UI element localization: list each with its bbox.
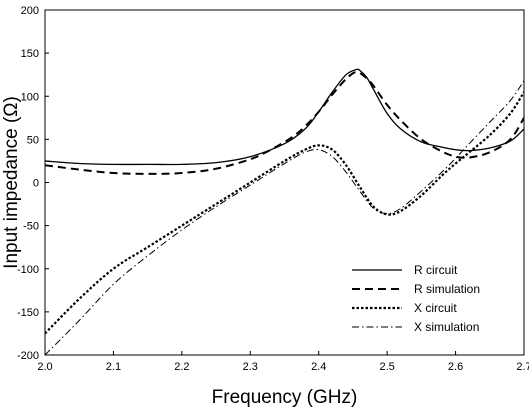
legend-label: R circuit xyxy=(414,263,458,277)
y-tick-label: -100 xyxy=(17,264,39,276)
series-line-x-simulation xyxy=(45,80,524,355)
x-tick-label: 2.3 xyxy=(243,361,258,373)
legend-label: R simulation xyxy=(414,282,480,296)
x-tick-label: 2.0 xyxy=(37,361,52,373)
series-layer xyxy=(45,68,524,355)
x-tick-label: 2.5 xyxy=(379,361,394,373)
legend: R circuit R simulation X circuit X simulati… xyxy=(352,263,480,334)
ticks-layer: 2.0 2.1 2.2 2.3 2.4 2.5 2.6 2.7 200 150 100 50 0 -50 -… xyxy=(17,5,529,373)
x-tick-label: 2.7 xyxy=(516,361,529,373)
x-tick-label: 2.4 xyxy=(311,361,326,373)
y-tick-label: 50 xyxy=(27,134,39,146)
x-tick-label: 2.2 xyxy=(174,361,189,373)
y-tick-label: 200 xyxy=(21,5,39,17)
y-tick-label: -50 xyxy=(23,221,39,233)
y-axis-title: Input impedance (Ω) xyxy=(1,96,22,269)
series-line-r-simulation xyxy=(45,71,524,175)
x-tick-label: 2.6 xyxy=(448,361,463,373)
x-tick-label: 2.1 xyxy=(106,361,121,373)
y-tick-label: -150 xyxy=(17,307,39,319)
y-tick-label: 100 xyxy=(21,91,39,103)
legend-label: X circuit xyxy=(414,301,457,315)
plot-frame xyxy=(44,9,525,356)
y-tick-label: -200 xyxy=(17,350,39,362)
series-line-r-circuit xyxy=(45,68,524,166)
series-line-x-circuit xyxy=(45,91,524,335)
legend-label: X simulation xyxy=(414,320,479,334)
y-tick-label: 150 xyxy=(21,48,39,60)
x-axis-title: Frequency (GHz) xyxy=(212,387,358,408)
y-tick-label: 0 xyxy=(33,178,39,190)
